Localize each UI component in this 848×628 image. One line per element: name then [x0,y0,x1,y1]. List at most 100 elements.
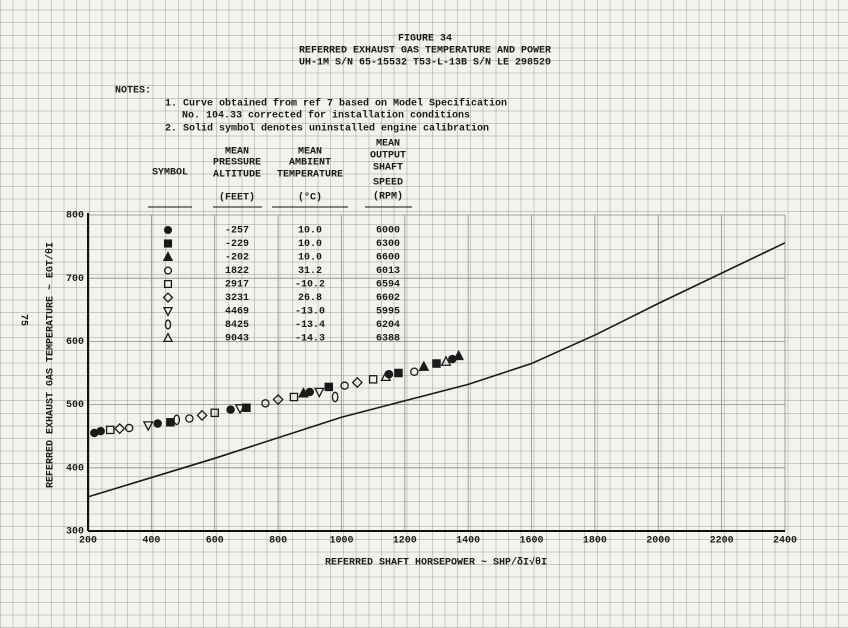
y-tick-label: 800 [66,211,84,222]
data-point [166,418,175,427]
x-axis-label: REFERRED SHAFT HORSEPOWER ~ SHP/δI√θI [325,557,547,569]
table-cell: 6388 [376,334,400,345]
x-tick-label: 2200 [710,536,734,547]
data-point [368,375,378,384]
x-tick-label: 1400 [456,536,480,547]
x-tick-label: 2000 [646,536,670,547]
note: No. 104.33 corrected for installation co… [182,110,470,122]
table-cell: 6600 [376,253,400,264]
data-point [313,387,325,399]
data-point [380,370,392,382]
table-header: ALTITUDE [213,170,261,181]
marker [162,306,174,317]
y-tick-label: 400 [66,463,84,474]
reference-curve [87,242,786,498]
y-axis-label: REFERRED EXHAUST GAS TEMPERATURE ~ EGT/θ… [45,242,57,488]
table-cell: 4469 [225,307,249,318]
data-point [173,414,181,426]
data-point [440,355,452,366]
table-header: OUTPUT [370,151,406,162]
chart-subtitle: UH-1M S/N 65-15532 T53-L-13B S/N LE 2985… [299,57,551,69]
data-point [210,408,219,418]
data-point [432,359,441,368]
table-header: (°C) [298,192,322,204]
marker [163,225,173,235]
data-point [272,393,284,406]
data-point [453,349,465,361]
x-tick-label: 1000 [329,536,353,547]
data-point [261,399,270,408]
table-cell: 6204 [376,320,400,331]
data-point [298,387,309,398]
table-header: PRESSURE [213,158,261,169]
table-header: TEMPERATURE [277,170,343,181]
x-tick-label: 200 [79,536,97,547]
table-cell: -13.4 [295,320,325,331]
figure-label: FIGURE 34 [398,34,452,45]
y-tick-label: 700 [66,274,84,285]
data-point [142,421,154,432]
data-point [331,391,339,403]
note: 2. Solid symbol denotes uninstalled engi… [165,123,489,135]
table-cell: 31.2 [298,266,322,277]
table-header: MEAN [376,139,400,150]
data-point [324,382,334,392]
table-header: SYMBOL [152,168,188,179]
table-cell: -10.2 [295,280,325,291]
table-cell: -13.0 [295,307,325,318]
table-cell: -229 [225,239,249,250]
data-point [351,376,363,389]
table-cell: 6000 [376,226,400,237]
data-point [289,392,299,402]
table-cell: 1822 [225,266,249,277]
data-point [394,368,403,378]
x-tick-label: 2400 [773,536,797,547]
table-header: SHAFT [373,163,403,174]
x-tick-label: 1600 [520,536,544,547]
table-cell: -257 [225,226,249,237]
marker [163,279,173,289]
x-tick-label: 400 [142,536,160,547]
table-cell: 6594 [376,280,400,291]
data-point [185,414,194,423]
data-point [124,423,134,433]
data-point [105,425,115,435]
table-cell: 6602 [376,293,400,304]
table-header: AMBIENT [289,158,331,169]
marker [163,239,173,248]
table-cell: 10.0 [298,226,322,237]
y-tick-label: 500 [66,400,84,411]
y-tick-label: 600 [66,337,84,348]
data-point [418,360,430,371]
marker [163,266,173,275]
data-point [196,409,208,421]
marker [162,292,174,303]
table-header: MEAN [298,147,322,158]
data-point [305,387,315,397]
table-cell: 6300 [376,239,400,250]
table-header: (RPM) [373,191,403,203]
data-point [234,404,246,415]
x-tick-label: 1800 [583,536,607,547]
table-header: SPEED [373,178,403,189]
x-tick-label: 600 [206,536,224,547]
data-point [226,405,235,414]
chart-title: REFERRED EXHAUST GAS TEMPERATURE AND POW… [299,46,551,57]
x-tick-label: 800 [269,536,287,547]
table-cell: 8425 [225,320,249,331]
data-point [340,381,349,390]
table-header: (FEET) [219,192,255,204]
marker [164,319,172,330]
notes-heading: NOTES: [115,86,151,97]
table-cell: -14.3 [295,334,325,345]
table-cell: 2917 [225,280,249,291]
table-cell: 26.8 [298,293,322,304]
page-number: 75 [17,314,28,326]
table-header: MEAN [225,147,249,158]
table-cell: 5995 [376,307,400,318]
marker [162,332,174,343]
marker [162,251,174,262]
y-tick-label: 300 [66,527,84,538]
table-cell: 3231 [225,293,249,304]
